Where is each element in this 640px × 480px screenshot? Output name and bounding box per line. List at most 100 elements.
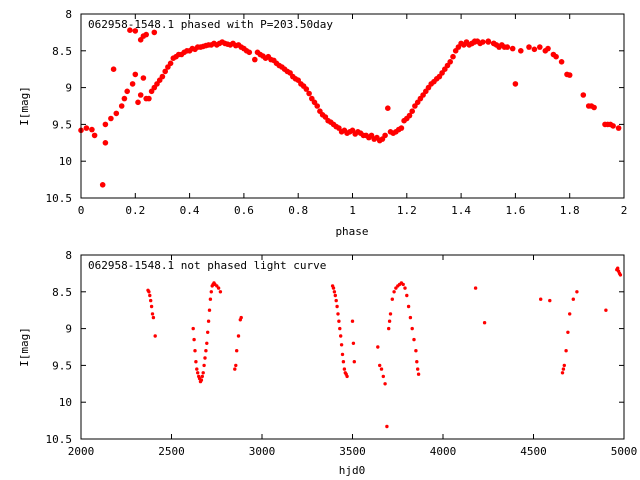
unphased-data-point <box>236 334 241 338</box>
unphased-x-tick-label: 3000 <box>249 445 276 458</box>
phased-data-point <box>615 125 622 131</box>
phased-data-point <box>127 27 133 33</box>
phased-data-point <box>490 40 497 47</box>
phased-data-point <box>306 90 312 97</box>
unphased-data-point <box>342 367 347 371</box>
unphased-data-point <box>334 298 338 303</box>
unphased-data-point <box>379 367 384 371</box>
phased-data-point <box>159 73 166 80</box>
phased-data-point <box>99 182 106 188</box>
phased-data-point <box>151 29 158 36</box>
unphased-data-point <box>352 360 356 364</box>
unphased-data-point <box>388 312 393 316</box>
phased-x-tick-label: 1.8 <box>560 204 580 217</box>
phased-data-point <box>509 45 516 52</box>
unphased-x-tick-label: 3500 <box>339 445 366 458</box>
unphased-data-point <box>340 352 345 357</box>
unphased-data-point <box>209 290 213 294</box>
unphased-data-point <box>208 297 213 301</box>
phased-light-curve-chart: 0 0.2 0.4 0.6 0.8 1 1.2 1.4 1.6 1.8 2 8 8.5 9 9.5 10 10… <box>18 8 627 238</box>
phased-data-point <box>580 92 587 98</box>
unphased-data-points <box>146 266 623 429</box>
phased-data-point <box>450 53 456 60</box>
unphased-x-axis-label: hjd0 <box>339 464 366 477</box>
unphased-data-point <box>394 286 398 290</box>
unphased-data-point <box>410 326 414 331</box>
phased-data-point <box>409 108 416 114</box>
unphased-data-point <box>387 326 391 331</box>
phased-data-point <box>132 28 139 34</box>
unphased-x-tick-labels: 2000 2500 3000 3500 4000 4500 5000 <box>68 445 638 458</box>
phased-data-point <box>132 71 139 78</box>
unphased-data-point <box>539 297 543 301</box>
unphased-data-point <box>339 334 343 338</box>
unphased-data-point <box>566 330 570 334</box>
phased-chart-title: 062958-1548.1 phased with P=203.50day <box>88 18 333 31</box>
phased-axis-ticks <box>80 13 625 199</box>
unphased-data-point <box>196 371 200 375</box>
unphased-y-tick-label: 9.5 <box>52 359 72 372</box>
phased-x-axis-label: phase <box>335 225 368 238</box>
unphased-data-point <box>376 345 380 349</box>
unphased-data-point <box>337 319 341 323</box>
unphased-data-point <box>604 308 608 312</box>
phased-data-point <box>303 86 310 92</box>
phased-x-tick-label: 1.2 <box>397 204 417 217</box>
unphased-data-point <box>385 424 389 429</box>
phased-x-tick-label: 2 <box>621 204 628 217</box>
phased-data-point <box>385 105 391 111</box>
unphased-data-point <box>200 374 204 379</box>
unphased-data-point <box>151 315 156 320</box>
phased-data-point <box>102 140 109 146</box>
unphased-y-tick-label: 9 <box>65 323 72 336</box>
unphased-data-point <box>218 290 223 294</box>
unphased-data-point <box>575 290 579 294</box>
phased-data-point <box>406 112 413 119</box>
phased-data-point <box>398 125 405 131</box>
unphased-data-point <box>383 382 387 386</box>
unphased-y-tick-label: 10.5 <box>46 433 73 446</box>
phased-data-point <box>531 46 538 53</box>
unphased-data-point <box>405 293 409 298</box>
unphased-data-point <box>416 372 421 376</box>
phased-data-point <box>91 132 98 139</box>
phased-data-point <box>518 48 524 54</box>
phased-data-point <box>591 104 597 111</box>
phased-data-point <box>89 126 95 133</box>
unphased-data-point <box>561 367 566 371</box>
unphased-data-point <box>194 360 198 364</box>
phased-data-point <box>143 31 149 38</box>
phased-x-tick-labels: 0 0.2 0.4 0.6 0.8 1 1.2 1.4 1.6 1.8 2 <box>78 204 628 217</box>
unphased-data-point <box>150 312 155 316</box>
unphased-x-tick-label: 4000 <box>430 445 457 458</box>
phased-data-point <box>118 103 125 109</box>
unphased-data-point <box>205 341 209 345</box>
unphased-data-point <box>390 297 394 301</box>
phased-x-tick-label: 1.6 <box>505 204 525 217</box>
unphased-data-point <box>564 349 568 353</box>
unphased-y-tick-label: 10 <box>59 396 72 409</box>
unphased-data-point <box>147 290 151 294</box>
phased-data-point <box>485 38 492 44</box>
phased-y-tick-label: 10 <box>59 155 72 168</box>
unphased-data-point <box>618 273 623 277</box>
phased-data-point <box>110 66 117 72</box>
unphased-data-point <box>333 293 337 298</box>
unphased-data-point <box>206 330 210 334</box>
unphased-data-point <box>473 286 478 290</box>
phased-data-point <box>314 103 321 109</box>
unphased-data-point <box>149 298 153 303</box>
unphased-data-point <box>193 349 197 353</box>
unphased-data-point <box>204 349 208 353</box>
unphased-data-point <box>482 321 487 325</box>
unphased-data-point <box>562 363 566 368</box>
phased-y-tick-labels: 8 8.5 9 9.5 10 10.5 <box>46 8 73 205</box>
unphased-data-point <box>406 304 411 309</box>
unphased-data-point <box>233 367 237 371</box>
unphased-data-point <box>331 286 336 290</box>
phased-data-point <box>553 53 559 60</box>
unphased-data-point <box>415 360 419 364</box>
unphased-data-point <box>239 315 243 320</box>
phased-data-point <box>102 121 109 128</box>
